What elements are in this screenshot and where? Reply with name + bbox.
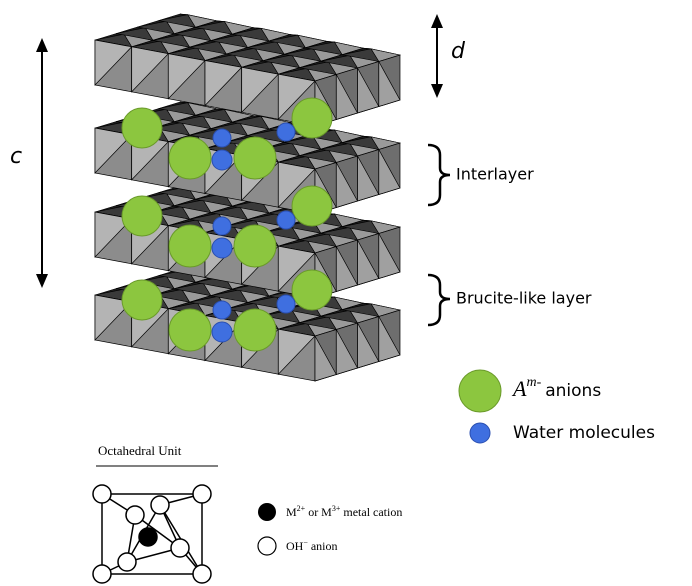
oh-legend: OH−anion: [286, 538, 338, 553]
oh-icon: [258, 537, 276, 555]
brucite-brace: [428, 275, 450, 325]
cation-superscript: 3+: [332, 504, 341, 513]
anion-legend: Am-anions: [511, 375, 601, 401]
oh-superscript: −: [303, 538, 308, 547]
anion: [122, 108, 162, 148]
interlayer-label: Interlayer: [456, 165, 534, 184]
water-icon: [470, 423, 490, 443]
diagram: d c Interlayer Brucite-like layer Am-ani…: [0, 0, 692, 586]
anion-superscript: m-: [526, 375, 541, 390]
water: [213, 129, 231, 147]
anion: [234, 137, 276, 179]
anion: [169, 225, 211, 267]
cation-superscript: 2+: [297, 504, 306, 513]
anion: [122, 196, 162, 236]
water: [213, 301, 231, 319]
octahedral-title: Octahedral Unit: [98, 443, 182, 458]
anion: [122, 280, 162, 320]
c-label: c: [10, 144, 22, 169]
water: [277, 123, 295, 141]
anion-label: anions: [545, 381, 601, 401]
anion: [292, 186, 332, 226]
cation-icon: [258, 503, 276, 521]
d-label: d: [451, 39, 466, 64]
water: [277, 295, 295, 313]
anion: [169, 137, 211, 179]
oh-part: anion: [311, 539, 338, 553]
brucite-label: Brucite-like layer: [456, 289, 592, 308]
anion: [234, 225, 276, 267]
c-arrow: [36, 38, 48, 288]
anion: [292, 270, 332, 310]
anion: [234, 309, 276, 351]
interlayer-brace: [428, 145, 450, 205]
anion-symbol: A: [511, 376, 527, 401]
cation-part: or M: [308, 505, 332, 519]
anion: [169, 309, 211, 351]
water: [212, 238, 232, 258]
anion: [292, 98, 332, 138]
water-legend: Water molecules: [513, 423, 655, 443]
oh-part: OH: [286, 539, 304, 553]
water: [277, 211, 295, 229]
d-arrow: [431, 14, 443, 98]
cation-part: M: [286, 505, 297, 519]
octahedral-cube: [93, 485, 211, 583]
anion-icon: [459, 370, 501, 412]
water: [212, 322, 232, 342]
cation-part: metal cation: [343, 505, 402, 519]
layered-structure: [95, 14, 400, 381]
water: [213, 217, 231, 235]
water: [212, 150, 232, 170]
cation-legend: M2+or M3+metal cation: [286, 504, 402, 519]
